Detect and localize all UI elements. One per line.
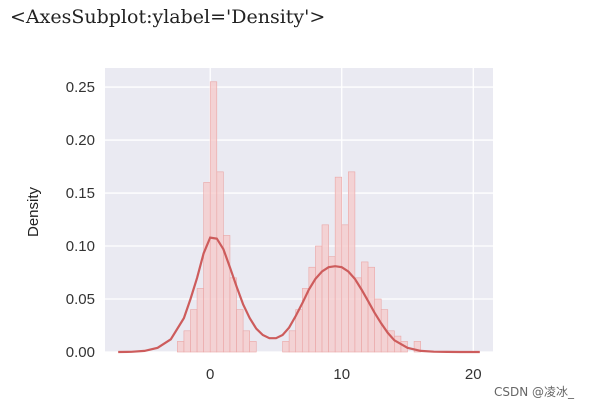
histogram-bar xyxy=(242,330,250,353)
watermark: CSDN @凌冰_ xyxy=(493,385,574,399)
histogram-bar xyxy=(413,341,421,353)
histogram-bar xyxy=(282,341,290,353)
y-tick-label: 0.15 xyxy=(66,185,95,202)
histogram-bar xyxy=(209,81,218,353)
histogram-bar xyxy=(203,182,211,353)
x-tick-label: 10 xyxy=(333,366,350,383)
histogram-bar xyxy=(216,171,224,353)
kde-curve xyxy=(118,236,480,354)
histogram-bar xyxy=(321,224,329,353)
histogram-bar xyxy=(341,224,349,353)
y-tick-label: 0.05 xyxy=(66,291,95,308)
y-tick-label: 0.25 xyxy=(66,79,95,96)
histogram-bar xyxy=(190,309,198,353)
histogram-bar xyxy=(348,171,356,353)
x-tick-label: 20 xyxy=(465,366,482,383)
histogram-bar xyxy=(196,288,204,353)
histogram-bar xyxy=(229,277,237,353)
output-repr-text: <AxesSubplot:ylabel='Density'> xyxy=(10,6,326,28)
plot-background xyxy=(105,68,493,352)
histogram-bar xyxy=(183,330,191,353)
histogram-bar xyxy=(177,341,185,353)
histogram-bar xyxy=(361,261,369,353)
histogram-bar xyxy=(236,309,244,353)
y-tick-label: 0.20 xyxy=(66,132,95,149)
histogram-bars xyxy=(177,81,421,353)
y-tick-labels: 0.00 0.05 0.10 0.15 0.20 0.25 xyxy=(66,79,95,361)
histogram-bar xyxy=(249,341,257,353)
histogram-bar xyxy=(315,245,323,353)
x-tick-labels: 0 10 20 xyxy=(206,366,482,383)
y-tick-label: 0.00 xyxy=(66,344,95,361)
x-tick-label: 0 xyxy=(206,366,214,383)
histogram-bar xyxy=(334,176,343,353)
y-axis-label: Density xyxy=(25,186,42,237)
y-tick-label: 0.10 xyxy=(66,238,95,255)
histogram-bar xyxy=(374,298,382,353)
histogram-bar xyxy=(288,330,297,353)
histogram-bar xyxy=(328,256,336,353)
